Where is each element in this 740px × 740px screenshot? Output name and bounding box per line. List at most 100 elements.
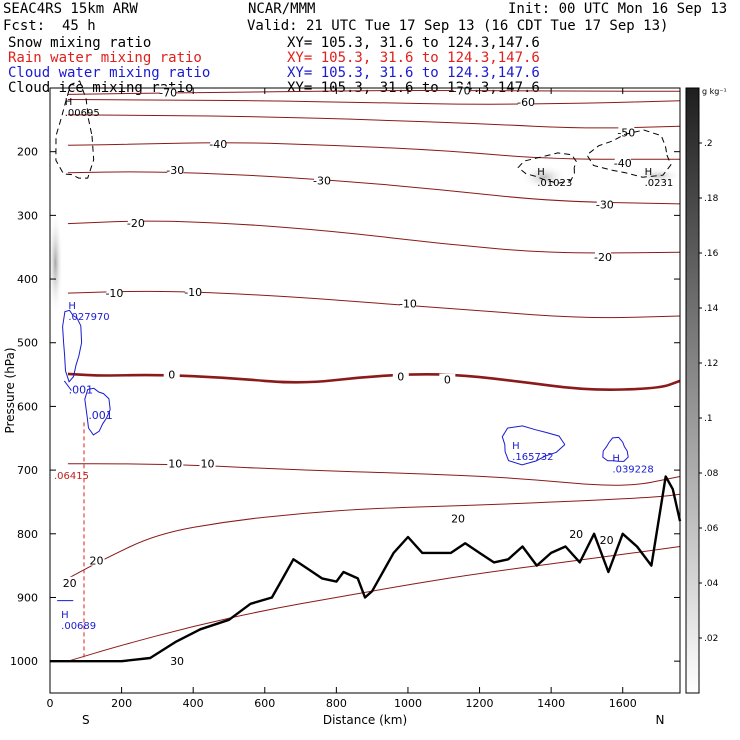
y-tick-label: 700 [17,464,38,477]
shading-region-2 [635,167,682,184]
contour-label-bg [568,527,585,539]
cloud-water-value-label: .001 [88,409,113,422]
maximum-value: .06415 [54,471,89,482]
contour-label-bg [595,250,612,262]
contour-label: -10 [105,287,123,300]
contour-label-bg [61,576,78,588]
cloud-water-contour [62,309,83,383]
x-tick-label: 600 [254,697,275,710]
field-xy-rain: XY= 105.3, 31.6 to 124.3,147.6 [287,50,540,66]
contour-label-bg [392,370,409,382]
temperature-contour [67,89,680,95]
contour-label-bg [167,164,184,176]
mixing-ratio-contours: .001 .001 [55,80,672,662]
x-tick-label: 400 [183,697,204,710]
contour-label-bg [210,138,227,150]
x-tick-label: 1000 [394,697,422,710]
colorbar: g kg⁻¹ .2 .18 .16 .14 .12 .1 .08 .06 .04 .02 [685,87,727,694]
x-tick-label: 1400 [537,697,565,710]
contour-label-bg [160,86,177,98]
colorbar-tick-label: .12 [704,359,718,369]
y-tick-label: 1000 [10,655,38,668]
contour-label-bg [169,655,186,667]
temperature-contours: -70 -70 -60 -50 -40 -40 -30 -30 -30 -20 -20 -10 -10 -… [61,84,681,668]
maximum-marker: H [512,441,520,452]
south-end-label: S [82,713,90,727]
contour-label: -40 [209,138,227,151]
y-tick-label: 300 [17,209,38,222]
field-name-cloud-water: Cloud water mixing ratio [8,65,211,81]
cloud-water-contour [602,436,629,462]
contour-label: -10 [399,297,417,310]
temperature-contour [67,546,681,662]
contour-label-bg [88,554,105,566]
temperature-contour [67,99,681,105]
contour-label: 0 [397,370,404,383]
maximum-marker: H [645,167,653,178]
cloud-water-value-label: .001 [69,384,94,397]
forecast-label: Fcst: [3,18,46,34]
x-tick-label: 1200 [466,697,494,710]
x-axis-label: Distance (km) [323,713,407,727]
maximum-value: .039228 [612,465,653,476]
temperature-contour [67,290,681,319]
temperature-contour [67,463,681,486]
contour-label: 0 [168,369,175,382]
field-name-rain: Rain water mixing ratio [8,50,202,66]
contour-label-bg [106,287,123,299]
contour-label-bg [598,534,615,546]
forecast-hours: 45 h [62,18,96,34]
colorbar-tick-label: .16 [704,249,719,259]
contour-label: -30 [313,174,331,187]
terrain-line [50,475,682,663]
cloud-water-contour [501,425,566,466]
maximum-value: .165732 [512,452,553,463]
shading-region-0 [48,209,63,318]
colorbar-tick-label: .08 [704,469,719,479]
y-tick-label: 900 [17,591,38,604]
maximum-marker: H [612,454,620,465]
shading-region-1 [520,164,568,190]
contour-label-bg [439,373,456,385]
colorbar-tick-label: .2 [704,139,713,149]
contour-label-bg [618,126,635,138]
cloud-ice-contour [586,129,672,178]
contour-label: 10 [201,458,215,471]
contour-label: -30 [596,199,614,212]
maximum-marker: H [537,167,545,178]
contour-label: 20 [600,534,614,547]
x-tick-label: 1600 [609,697,637,710]
field-name-snow: Snow mixing ratio [8,35,152,51]
contour-label: -20 [127,217,145,230]
contour-label-bg [399,297,416,309]
contour-label: -70 [453,85,471,98]
maximum-value: .01023 [537,178,572,189]
colorbar-tick-label: .04 [704,579,719,589]
y-tick-label: 500 [17,337,38,350]
init-time: Init: 00 UTC Mon 16 Sep 13 [508,1,728,17]
maximum-marker: H [68,301,76,312]
maximum-marker: H [61,610,69,621]
terrain [50,475,682,663]
contour-label-bg [596,198,613,210]
contour-label: -60 [517,96,535,109]
contour-label: 20 [63,577,77,590]
contour-label: -70 [159,86,177,99]
maximum-value: .00689 [61,621,96,632]
contour-label: -30 [166,164,184,177]
colorbar-unit: g kg⁻¹ [702,87,727,96]
contour-label-bg [199,457,216,469]
cloud-ice-contour [517,152,577,184]
y-tick-label: 800 [17,528,38,541]
colorbar-tick-label: .1 [704,414,713,424]
x-tick-label: 800 [326,697,347,710]
maximum-value: .027970 [68,312,109,323]
colorbar-tick-label: .14 [704,304,719,314]
colorbar-tick-label: .18 [704,194,719,204]
contour-label: -10 [184,286,202,299]
temperature-contour [67,220,681,254]
contour-label-bg [163,368,180,380]
org-name: NCAR/MMM [248,1,316,17]
